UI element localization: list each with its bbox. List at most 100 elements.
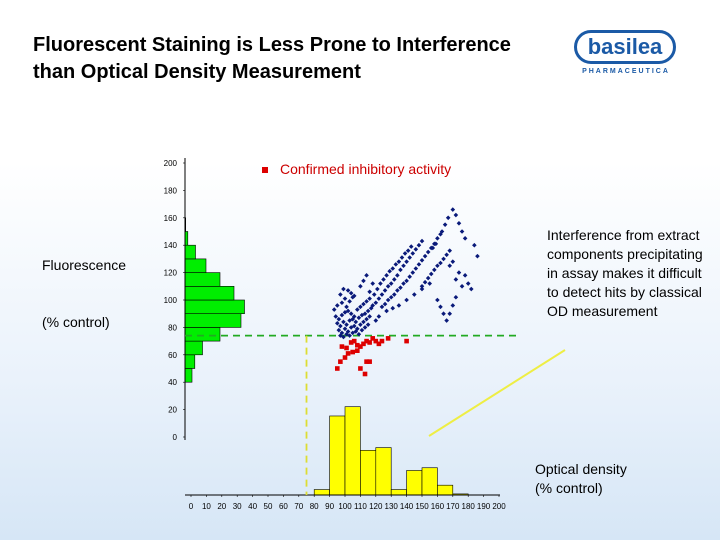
scatter-point — [432, 267, 437, 273]
od-label-line2: (% control) — [535, 480, 603, 496]
fluorescence-hist-bar — [184, 244, 196, 260]
scatter-point — [347, 333, 352, 338]
scatter-point — [345, 288, 351, 293]
y-tick-label: 180 — [164, 186, 178, 195]
scatter-point — [335, 303, 340, 308]
scatter-point — [339, 312, 345, 318]
od-hist-bar — [406, 470, 423, 496]
od-hist-bar — [375, 447, 392, 496]
scatter-point — [341, 319, 346, 325]
scatter-point — [462, 236, 468, 241]
interference-annotation: Interference from extract components pre… — [547, 227, 703, 319]
scatter-point — [472, 242, 477, 248]
scatter-point — [373, 318, 379, 323]
fluorescence-hist-bar — [184, 327, 221, 342]
od-hist-bar — [360, 450, 377, 496]
scatter-point — [410, 270, 416, 275]
scatter-point — [419, 238, 425, 244]
scatter-point — [419, 257, 425, 263]
scatter-point — [441, 256, 446, 262]
hit-point — [376, 341, 382, 347]
scatter-point — [359, 327, 365, 333]
scatter-point — [390, 266, 396, 271]
fluorescence-hist-bar — [184, 340, 203, 356]
hit-point — [339, 344, 345, 349]
scatter-point — [336, 316, 342, 322]
x-tick-label: 10 — [202, 502, 211, 511]
scatter-point — [404, 259, 409, 264]
y-tick-label: 100 — [164, 296, 178, 305]
scatter-point — [453, 277, 459, 282]
scatter-point — [385, 297, 391, 303]
scatter-point — [408, 244, 414, 249]
scatter-point — [353, 319, 359, 325]
scatter-point — [350, 316, 355, 322]
fluorescence-hist-bar — [184, 285, 235, 301]
scatter-point — [361, 301, 366, 307]
scatter-point — [430, 245, 436, 251]
scatter-point — [425, 249, 431, 255]
fluorescence-unit-label: (% control) — [42, 314, 110, 330]
x-tick-label: 100 — [338, 502, 352, 511]
scatter-point — [447, 248, 453, 253]
scatter-point — [447, 263, 453, 269]
x-tick-label: 70 — [294, 502, 303, 511]
hit-point — [364, 338, 369, 344]
scatter-point — [444, 318, 449, 323]
slide-title: Fluorescent Staining is Less Prone to In… — [33, 34, 511, 83]
y-tick-label: 160 — [164, 214, 178, 223]
scatter-point — [379, 304, 385, 310]
hit-point — [385, 336, 391, 341]
x-tick-label: 20 — [217, 502, 226, 511]
legend-marker — [262, 167, 268, 174]
scatter-point — [342, 326, 348, 332]
scatter-point — [422, 279, 428, 285]
scatter-point — [365, 322, 371, 327]
scatter-point — [416, 262, 422, 267]
scatter-point — [367, 314, 372, 319]
scatter-point — [465, 281, 471, 286]
scatter-point — [364, 299, 369, 304]
scatter-point — [361, 278, 366, 284]
scatter-point — [367, 289, 372, 295]
scatter-point — [336, 327, 342, 333]
fluorescence-hist-bar — [184, 299, 245, 314]
scatter-point — [356, 315, 362, 321]
od-hist-bar — [390, 489, 407, 496]
scatter-point — [459, 284, 465, 289]
scatter-point — [384, 308, 389, 314]
scatter-point — [456, 220, 462, 226]
hit-point — [373, 338, 379, 344]
scatter-point — [456, 270, 462, 275]
scatter-point — [410, 251, 416, 256]
scatter-point — [335, 320, 340, 326]
scatter-point — [351, 323, 357, 329]
scatter-point — [379, 292, 385, 297]
scatter-point — [382, 288, 388, 293]
y-tick-label: 80 — [168, 323, 177, 332]
y-tick-label: 200 — [164, 159, 178, 168]
scatter-point — [364, 316, 369, 322]
scatter-point — [453, 294, 459, 300]
scatter-point — [450, 259, 456, 264]
scatter-point — [419, 284, 425, 289]
hit-point — [351, 338, 357, 344]
scatter-point — [361, 319, 366, 325]
scatter-point — [365, 308, 371, 314]
scatter-point — [427, 281, 432, 286]
scatter-point — [396, 303, 402, 308]
scatter-point — [362, 311, 368, 316]
scatter-point — [385, 284, 391, 289]
scatter-point — [353, 329, 359, 334]
x-tick-label: 120 — [369, 502, 383, 511]
scatter-point — [419, 286, 425, 292]
logo-wordmark: basilea — [574, 30, 676, 64]
scatter-point — [445, 215, 451, 221]
hit-point — [345, 351, 351, 356]
y-tick-label: 120 — [164, 269, 178, 278]
scatter-point — [355, 326, 360, 332]
scatter-point — [338, 323, 343, 329]
scatter-point — [350, 330, 355, 336]
scatter-point — [393, 262, 399, 267]
scatter-point — [347, 299, 352, 304]
